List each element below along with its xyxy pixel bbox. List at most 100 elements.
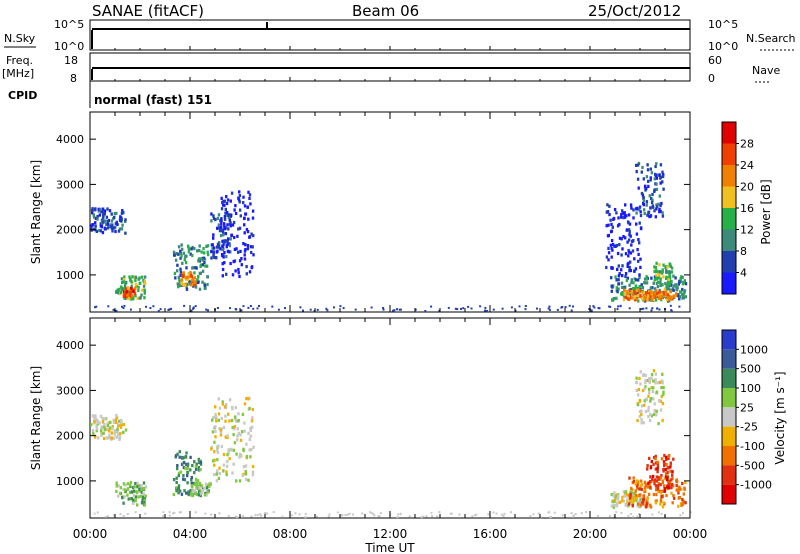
velocity-cell	[670, 478, 673, 482]
power-cell	[654, 291, 658, 295]
velocity-cell	[643, 399, 646, 403]
power-cell	[236, 234, 239, 238]
velocity-cell	[93, 420, 96, 424]
power-cell	[617, 278, 620, 282]
power-cell	[246, 205, 249, 209]
power-cell	[635, 293, 638, 298]
power-cell	[639, 227, 643, 231]
power-cell	[632, 239, 635, 243]
power-cell	[223, 261, 226, 265]
velocity-cell	[251, 416, 254, 420]
velocity-cell	[640, 404, 644, 408]
power-data-layer	[90, 161, 688, 313]
power-cell	[136, 296, 139, 300]
velocity-cell	[186, 470, 189, 474]
velocity-cell	[227, 412, 230, 416]
power-cell	[621, 291, 624, 295]
velocity-cell	[194, 511, 197, 514]
power-cell	[605, 265, 608, 270]
velocity-cell	[281, 515, 284, 518]
power-cell	[655, 273, 658, 277]
velocity-colorbar-swatch	[722, 349, 736, 369]
power-cell	[653, 287, 657, 291]
velocity-cell	[656, 470, 659, 474]
power-colorbar-swatch	[722, 229, 736, 251]
velocity-cell	[223, 405, 227, 409]
velocity-cell	[106, 422, 109, 426]
velocity-cell	[672, 496, 676, 500]
power-cell	[647, 210, 651, 214]
power-colorbar-swatch	[722, 143, 736, 165]
power-cell	[622, 288, 626, 293]
power-cell	[636, 177, 640, 181]
power-cell	[650, 276, 653, 280]
power-cell	[216, 307, 219, 309]
velocity-cell	[143, 503, 146, 507]
velocity-cell	[651, 474, 655, 479]
velocity-cell	[210, 447, 213, 451]
power-cell	[654, 164, 657, 169]
velocity-cell	[561, 514, 564, 517]
power-cell	[663, 287, 667, 291]
power-cell	[610, 239, 614, 243]
velocity-cell	[199, 460, 203, 464]
power-cell	[547, 307, 550, 310]
power-cell	[240, 257, 243, 261]
power-cell	[657, 276, 660, 280]
power-cell	[212, 233, 215, 237]
power-cell	[679, 277, 682, 281]
power-cell	[645, 277, 649, 281]
velocity-cell	[648, 381, 651, 385]
velocity-cell	[236, 434, 239, 438]
power-cell	[210, 212, 213, 216]
power-cell	[203, 283, 207, 288]
velocity-cell	[173, 511, 176, 514]
velocity-cell	[126, 487, 130, 491]
power-cell	[682, 281, 685, 285]
power-cell	[223, 214, 227, 219]
power-cell	[190, 273, 193, 278]
power-cell	[630, 281, 633, 285]
power-cell	[666, 298, 669, 302]
velocity-cell	[168, 514, 171, 517]
velocity-cell	[502, 515, 505, 518]
x-tick-label: 16:00	[473, 527, 508, 541]
power-cell	[239, 249, 242, 253]
power-colorbar-tick-label: 16	[740, 202, 754, 215]
cpid-value: normal (fast) 151	[94, 93, 212, 107]
velocity-cell	[119, 486, 122, 490]
power-cell	[246, 230, 250, 234]
power-cell	[175, 252, 178, 256]
velocity-cell	[644, 373, 648, 378]
velocity-cell	[644, 409, 648, 414]
power-cell	[243, 249, 247, 253]
velocity-cell	[653, 478, 657, 482]
velocity-cell	[112, 420, 116, 424]
velocity-cell	[612, 494, 615, 498]
velocity-cell	[654, 454, 657, 458]
power-cell	[648, 290, 651, 294]
velocity-cell	[624, 490, 628, 494]
velocity-cell	[663, 461, 666, 466]
power-cell	[176, 263, 179, 267]
power-cell	[190, 309, 193, 312]
power-cell	[592, 305, 595, 308]
power-cell	[667, 276, 671, 280]
power-cell	[667, 270, 670, 274]
velocity-cell	[126, 513, 129, 515]
power-cell	[640, 191, 644, 196]
power-colorbar-swatch	[722, 122, 736, 144]
velocity-cell	[659, 475, 662, 480]
power-cell	[647, 179, 650, 183]
velocity-cell	[665, 493, 668, 498]
velocity-cell	[638, 501, 642, 505]
power-cell	[661, 170, 664, 174]
power-cell	[248, 235, 251, 239]
x-tick-label: 04:00	[173, 527, 208, 541]
velocity-cell	[245, 396, 248, 401]
power-cell	[658, 308, 661, 311]
velocity-cell	[230, 447, 233, 451]
power-cell	[666, 284, 669, 289]
power-cell	[115, 211, 118, 215]
